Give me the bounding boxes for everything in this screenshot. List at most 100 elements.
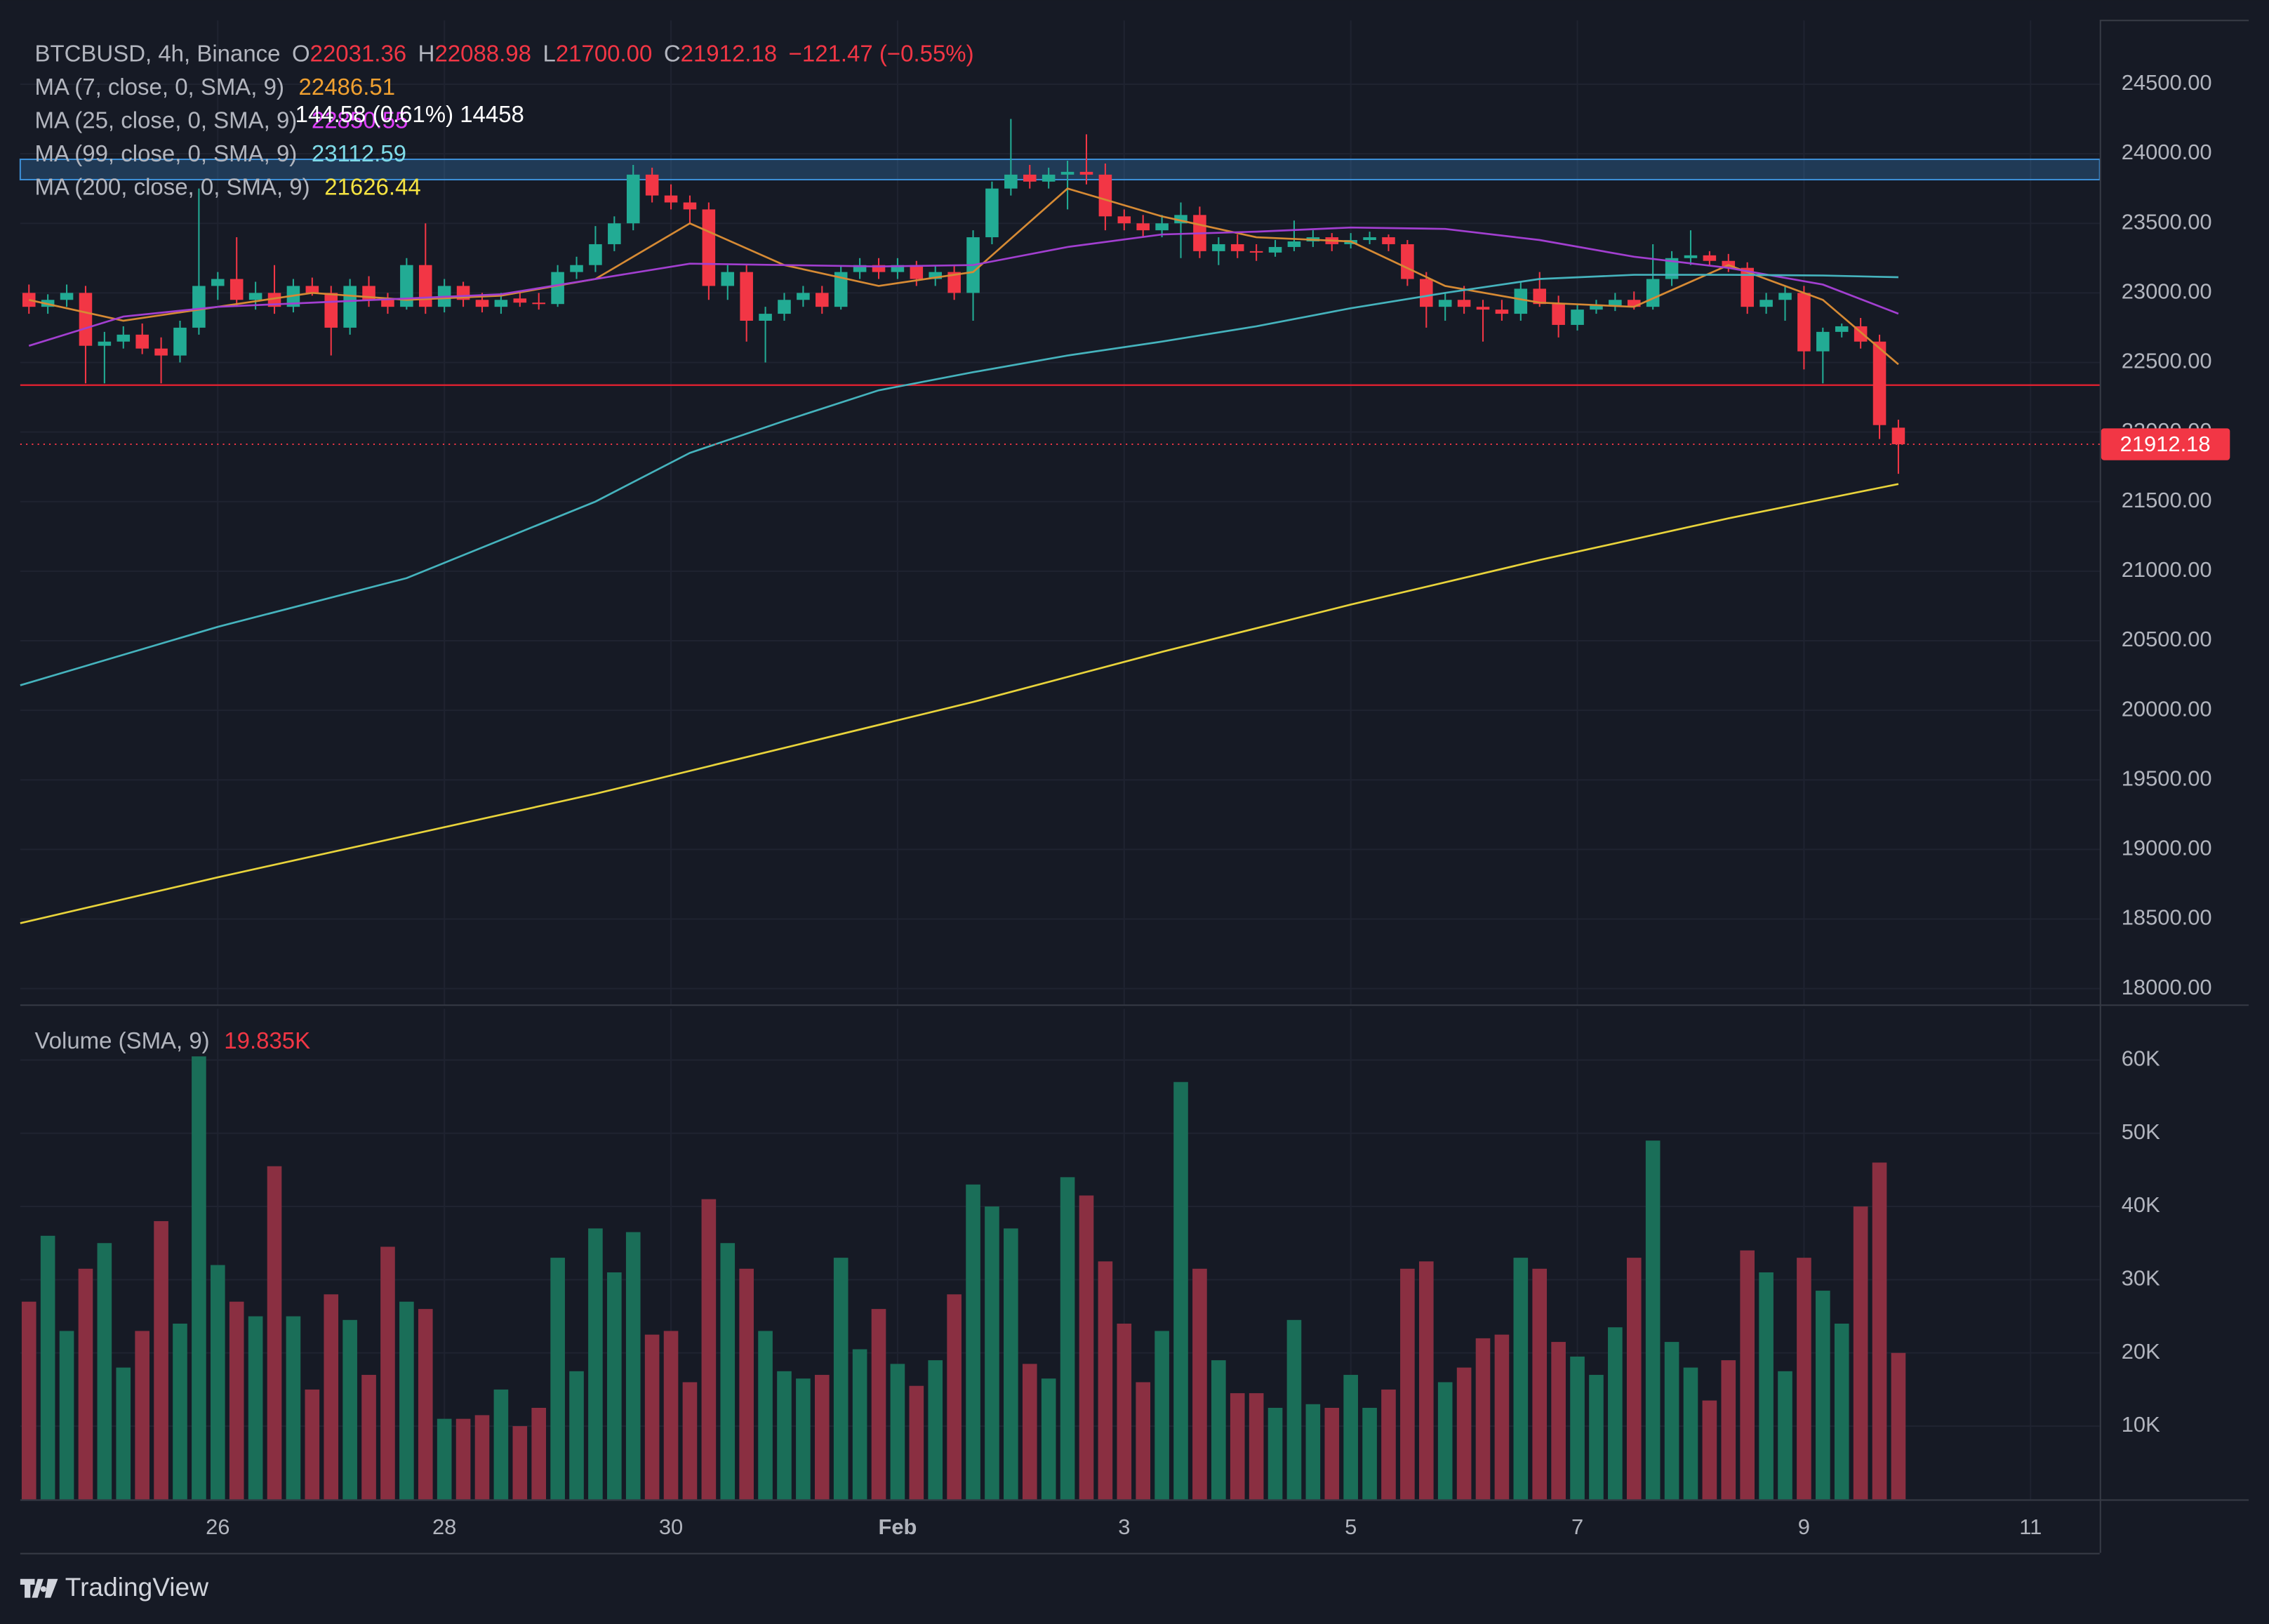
candle-body [494,300,508,307]
ma-legend: MA (7, close, 0, SMA, 9) 22486.51 [34,74,395,100]
candle-body [1741,267,1754,307]
volume-bar [78,1268,93,1500]
candle-body [1060,171,1074,175]
logo-text[interactable]: TradingView [65,1572,208,1602]
volume-bar [833,1258,849,1500]
candle-body [117,334,131,342]
x-tick-label: 7 [1571,1515,1583,1539]
volume-tick-label: 40K [2122,1192,2160,1217]
volume-bar [1305,1404,1321,1500]
candle-body [985,188,999,238]
candle-body [1268,246,1282,253]
volume-bar [814,1375,830,1500]
candle-body [570,265,583,272]
volume-bar [135,1331,149,1500]
candle-body [740,272,753,321]
volume-bar [1456,1367,1472,1500]
volume-bar [474,1415,490,1500]
candle-body [891,265,905,272]
volume-bar [361,1375,376,1500]
volume-bar [40,1235,55,1500]
volume-bar [173,1324,187,1500]
volume-bar [909,1385,924,1500]
low-value: 21700.00 [556,40,653,66]
volume-bar [210,1265,225,1500]
volume-bar [871,1309,886,1500]
volume-bar [588,1228,603,1500]
volume-bar [1551,1342,1566,1500]
volume-bar [1230,1393,1245,1500]
volume-bar [380,1246,395,1500]
x-tick-label: 30 [659,1515,683,1539]
volume-bar [739,1268,754,1500]
y-tick-label: 24500.00 [2122,70,2212,95]
candle-body [1533,288,1547,305]
volume-tick-label: 60K [2122,1046,2160,1071]
ma-value: 21626.44 [324,173,421,199]
volume-bar [1362,1407,1377,1500]
volume-bar [1683,1367,1698,1500]
volume-bar [493,1389,509,1500]
volume-bar [1834,1324,1849,1500]
symbol-legend: BTCBUSD, 4h, Binance O22031.36 H22088.98 L2… [34,40,973,66]
tooltip: 144.58 (0.61%) 14458 [295,101,524,127]
volume-bar [663,1331,679,1500]
close-value: 21912.18 [681,40,778,66]
moving-average [20,274,1898,686]
candle-body [929,272,943,279]
close-key: C [664,40,681,66]
volume-bar [1211,1360,1226,1500]
candle-body [778,300,791,314]
candle-body [872,265,886,272]
volume-bar [59,1331,74,1500]
volume-legend: Volume (SMA, 9) 19.835K [34,1027,310,1053]
volume-bar [1702,1400,1717,1500]
candle-body [1609,300,1622,306]
candle-body [1117,216,1131,224]
volume-bar [1155,1331,1169,1500]
open-key: O [292,40,310,66]
volume-bar [437,1418,452,1500]
volume-bar [1816,1291,1830,1500]
candle-body [947,272,961,293]
ma-label: MA (25, close, 0, SMA, 9) [34,107,297,133]
logo[interactable]: TradingView [20,1572,208,1602]
volume-bar [1437,1382,1453,1500]
candle-body [1703,255,1717,261]
candle-body [1684,255,1698,258]
candle-body [797,293,810,300]
volume-bar [1532,1268,1548,1500]
candle-body [79,293,93,346]
logo-icon[interactable] [20,1578,58,1598]
candle-body [1665,258,1679,279]
x-tick-label: 5 [1345,1515,1357,1539]
volume-bar [399,1301,414,1500]
candle-body [192,286,206,328]
volume-bar [852,1349,867,1500]
price-zone [19,158,2101,180]
volume-bar [1797,1258,1811,1500]
volume-bar [1324,1407,1340,1500]
volume-bar [1891,1352,1906,1500]
y-tick-label: 23000.00 [2122,279,2212,304]
volume-bar [682,1382,698,1500]
high-value: 22088.98 [434,40,531,66]
ma-value: 22486.51 [299,74,396,100]
volume-bar [342,1319,357,1500]
volume-bar [1494,1334,1510,1500]
ma-label: MA (200, close, 0, SMA, 9) [34,173,310,199]
candle-body [721,272,735,286]
candle-body [513,298,527,303]
volume-bar [1267,1407,1283,1500]
volume-bar [1513,1258,1529,1500]
volume-bar [777,1371,792,1500]
volume-bar [1740,1250,1755,1500]
moving-average [20,483,1899,924]
volume-bar [947,1294,962,1500]
candle-body [1174,215,1187,224]
x-tick-label: 9 [1798,1515,1810,1539]
candle-body [60,293,74,300]
volume-bar [1608,1327,1623,1500]
